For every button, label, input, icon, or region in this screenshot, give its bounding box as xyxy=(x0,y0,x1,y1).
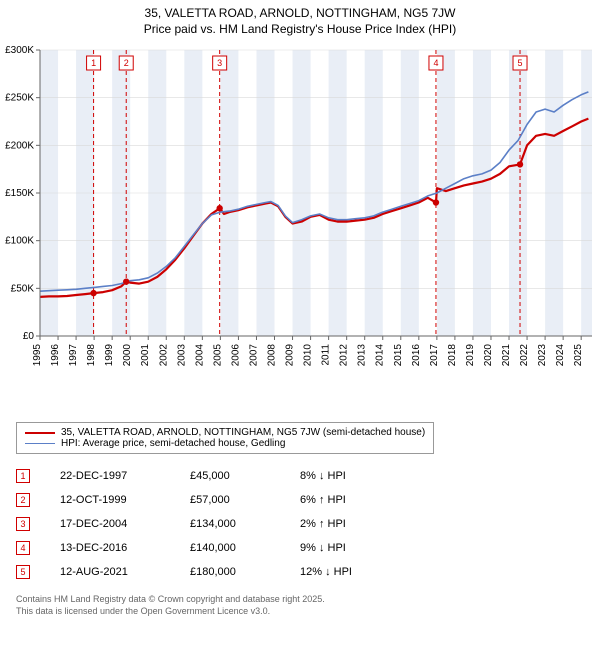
event-row: 3 17-DEC-2004£134,0002% ↑ HPI xyxy=(16,512,584,536)
svg-text:2011: 2011 xyxy=(321,344,332,366)
event-badge: 4 xyxy=(16,541,30,555)
event-delta: 12% ↓ HPI xyxy=(300,566,420,578)
svg-text:2018: 2018 xyxy=(447,344,458,367)
legend-swatch-1 xyxy=(25,432,55,434)
chart-title-1: 35, VALETTA ROAD, ARNOLD, NOTTINGHAM, NG… xyxy=(0,6,600,20)
legend-swatch-2 xyxy=(25,443,55,444)
svg-text:1996: 1996 xyxy=(50,344,61,367)
event-delta: 2% ↑ HPI xyxy=(300,518,420,530)
svg-text:2013: 2013 xyxy=(357,344,368,367)
svg-text:£200K: £200K xyxy=(5,140,34,151)
svg-text:£100K: £100K xyxy=(5,236,34,247)
svg-text:1995: 1995 xyxy=(32,344,43,367)
svg-text:1998: 1998 xyxy=(86,344,97,367)
event-date: 12-AUG-2021 xyxy=(60,566,190,578)
svg-text:2017: 2017 xyxy=(429,344,440,367)
svg-text:2005: 2005 xyxy=(212,344,223,367)
legend: 35, VALETTA ROAD, ARNOLD, NOTTINGHAM, NG… xyxy=(16,422,434,454)
event-delta: 8% ↓ HPI xyxy=(300,470,420,482)
event-badge: 5 xyxy=(16,565,30,579)
svg-text:2: 2 xyxy=(124,58,129,68)
svg-text:2004: 2004 xyxy=(194,344,205,367)
event-date: 12-OCT-1999 xyxy=(60,494,190,506)
svg-text:2010: 2010 xyxy=(303,344,314,367)
event-price: £180,000 xyxy=(190,566,300,578)
chart-svg: £0 £50K £100K £150K £200K £250K £300K 1 2 3 4 5 1995… xyxy=(0,36,600,416)
legend-row-2: HPI: Average price, semi-detached house,… xyxy=(25,438,425,449)
footer-line-1: Contains HM Land Registry data © Crown c… xyxy=(16,594,590,606)
svg-text:2023: 2023 xyxy=(537,344,548,367)
svg-text:1: 1 xyxy=(91,58,96,68)
event-row: 2 12-OCT-1999£57,0006% ↑ HPI xyxy=(16,488,584,512)
svg-text:£300K: £300K xyxy=(5,45,34,56)
svg-text:2016: 2016 xyxy=(411,344,422,367)
svg-text:2019: 2019 xyxy=(465,344,476,367)
legend-label-1: 35, VALETTA ROAD, ARNOLD, NOTTINGHAM, NG… xyxy=(61,427,425,438)
title-block: 35, VALETTA ROAD, ARNOLD, NOTTINGHAM, NG… xyxy=(0,0,600,36)
svg-text:2008: 2008 xyxy=(267,344,278,367)
svg-text:£0: £0 xyxy=(23,331,35,342)
svg-text:2024: 2024 xyxy=(555,344,566,367)
chart-area: £0 £50K £100K £150K £200K £250K £300K 1 2 3 4 5 1995… xyxy=(0,36,600,416)
event-badge: 1 xyxy=(16,469,30,483)
svg-text:2000: 2000 xyxy=(122,344,133,367)
event-price: £57,000 xyxy=(190,494,300,506)
svg-text:2006: 2006 xyxy=(230,344,241,367)
svg-text:5: 5 xyxy=(518,58,523,68)
chart-card: 35, VALETTA ROAD, ARNOLD, NOTTINGHAM, NG… xyxy=(0,0,600,625)
svg-text:£250K: £250K xyxy=(5,93,34,104)
event-date: 22-DEC-1997 xyxy=(60,470,190,482)
svg-text:2025: 2025 xyxy=(573,344,584,367)
svg-text:4: 4 xyxy=(433,58,438,68)
event-delta: 6% ↑ HPI xyxy=(300,494,420,506)
event-date: 17-DEC-2004 xyxy=(60,518,190,530)
events-table: 122-DEC-1997£45,0008% ↓ HPI212-OCT-1999£… xyxy=(16,464,584,584)
legend-row-1: 35, VALETTA ROAD, ARNOLD, NOTTINGHAM, NG… xyxy=(25,427,425,438)
svg-text:1999: 1999 xyxy=(104,344,115,367)
svg-text:1997: 1997 xyxy=(68,344,79,367)
svg-text:2002: 2002 xyxy=(158,344,169,367)
event-row: 4 13-DEC-2016£140,0009% ↓ HPI xyxy=(16,536,584,560)
event-price: £45,000 xyxy=(190,470,300,482)
event-badge: 2 xyxy=(16,493,30,507)
event-price: £134,000 xyxy=(190,518,300,530)
event-row: 5 12-AUG-2021£180,00012% ↓ HPI xyxy=(16,560,584,584)
event-row: 1 22-DEC-1997£45,0008% ↓ HPI xyxy=(16,464,584,488)
svg-text:2022: 2022 xyxy=(519,344,530,367)
svg-text:2001: 2001 xyxy=(140,344,151,367)
svg-text:2021: 2021 xyxy=(501,344,512,367)
svg-text:2015: 2015 xyxy=(393,344,404,367)
event-badge: 3 xyxy=(16,517,30,531)
event-price: £140,000 xyxy=(190,542,300,554)
footer: Contains HM Land Registry data © Crown c… xyxy=(0,588,600,625)
event-delta: 9% ↓ HPI xyxy=(300,542,420,554)
svg-text:£50K: £50K xyxy=(11,283,35,294)
svg-text:2012: 2012 xyxy=(339,344,350,367)
event-date: 13-DEC-2016 xyxy=(60,542,190,554)
svg-text:2007: 2007 xyxy=(248,344,259,367)
svg-text:3: 3 xyxy=(217,58,222,68)
svg-text:2020: 2020 xyxy=(483,344,494,367)
svg-text:£150K: £150K xyxy=(5,188,34,199)
svg-text:2003: 2003 xyxy=(176,344,187,367)
chart-title-2: Price paid vs. HM Land Registry's House … xyxy=(0,22,600,36)
svg-text:2014: 2014 xyxy=(375,344,386,367)
footer-line-2: This data is licensed under the Open Gov… xyxy=(16,606,590,618)
svg-text:2009: 2009 xyxy=(285,344,296,367)
legend-label-2: HPI: Average price, semi-detached house,… xyxy=(61,438,285,449)
